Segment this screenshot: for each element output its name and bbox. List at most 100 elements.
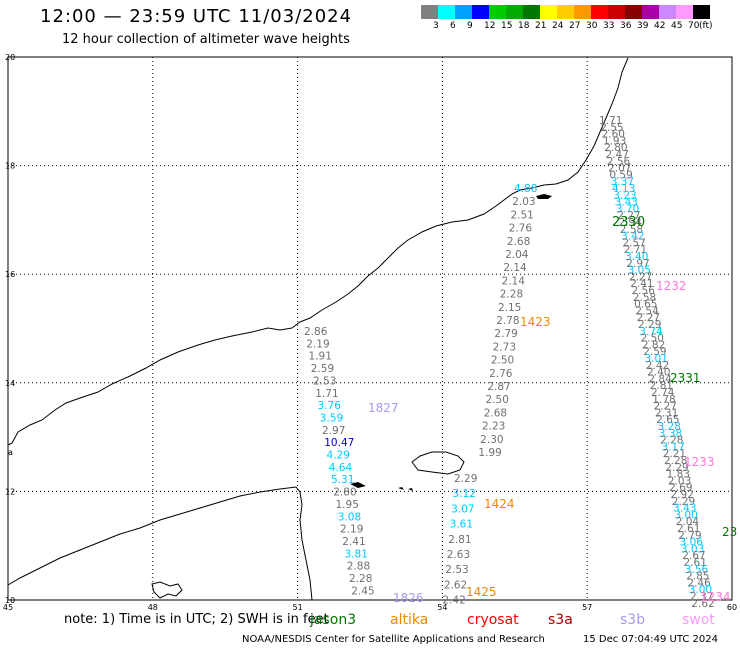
legend-swatch [591,5,608,19]
islet [536,194,552,199]
wave-height-value: 2.74 [651,387,675,399]
wave-height-value: 2.40 [647,367,670,379]
axis-labels: 45 48 51 54 57 60 20 18 16 14 12 10 [3,53,737,612]
wave-height-value: 2.59 [311,363,334,375]
latitude-label: 14 [5,379,15,388]
legend-label: 33 [603,21,615,31]
legend-swatch [523,5,540,19]
wave-height-value: 2.84 [648,373,672,385]
wave-height-value: 3.59 [320,412,343,424]
wave-height-value: 2.82 [642,339,665,351]
wave-height-value: 2.80 [604,142,627,154]
wave-height-value: 2.28 [349,573,372,585]
track-time-label: 1232 [656,279,687,293]
track-time-label: 23 [722,525,737,539]
track-time-label: 1234 [700,590,731,604]
legend-label: 18 [518,21,530,31]
wave-height-value: 2.14 [503,262,527,274]
legend-label: 15 [501,21,513,31]
track-time-labels: 2330 1232 1423 1827 2331 1233 1424 23 1425 1826 12… [368,215,737,605]
satellite-legend-item: jason3 [310,612,357,628]
legend-label: 30 [586,21,598,31]
wave-height-value: 3.07 [451,503,474,515]
wave-height-value: 3.23 [613,190,636,202]
wave-height-value: 2.53 [313,375,336,387]
wave-height-value: 2.78 [496,315,519,327]
wave-height-value: 2.92 [671,489,694,501]
wave-height-value: 1.93 [603,135,626,147]
longitude-label: 45 [3,603,13,612]
satellite-legend-item: s3b [620,612,646,628]
wave-height-value: 2.53 [445,564,468,576]
legend-swatch [557,5,574,19]
wave-height-value: 2.29 [638,319,661,331]
track-time-label: 1827 [368,401,399,415]
credit-line: NOAA/NESDIS Center for Satellite Applica… [242,634,545,645]
satellite-legend-item: altika [390,612,429,628]
wave-height-value: 2.03 [512,196,535,208]
wave-height-value: 2.86 [304,326,328,338]
legend-label: (ft) [699,21,713,31]
wave-height-value: 3.61 [450,519,473,531]
legend-swatch [625,5,642,19]
wave-height-value: 2.37 [690,591,713,603]
wave-height-value: 1.78 [652,394,675,406]
wave-height-value: 2.65 [656,414,679,426]
wave-height-value: 2.28 [664,455,687,467]
wave-height-value: 1.99 [478,447,501,459]
wave-height-value: 2.29 [672,496,695,508]
wave-height-value: 2.50 [491,355,514,367]
legend-swatch [472,5,489,19]
wave-height-value: 3.06 [680,537,704,549]
wave-height-value: 2.80 [333,487,356,499]
wave-height-value: 2.62 [691,598,714,610]
footnote: note: 1) Time is in UTC; 2) SWH is in fe… [64,612,329,627]
map-frame [7,56,733,601]
latitude-label: 12 [5,487,15,496]
wave-height-value: 2.56 [607,156,631,168]
wave-height-value: 1.83 [667,469,690,481]
legend-label: 36 [620,21,632,31]
legend-label: 12 [484,21,496,31]
wave-height-value: 2.67 [682,550,705,562]
longitude-label: 48 [148,603,158,612]
wave-height-value: 2.61 [684,557,707,569]
legend-swatch [574,5,591,19]
wave-height-value: 3.81 [345,548,368,560]
wave-height-value: 2.27 [637,312,660,324]
wave-height-value: 2.79 [494,328,517,340]
wave-height-value: 3.05 [628,265,651,277]
legend-swatch [608,5,625,19]
coastal-detail [151,581,183,599]
wave-height-value: 2.29 [454,473,477,485]
wave-height-value: 2.59 [643,346,666,358]
satellite-legend-item: cryosat [467,612,519,628]
wave-height-value: 2.85 [686,571,709,583]
wave-height-value: 2.27 [617,210,640,222]
map-grid [7,56,733,601]
generated-timestamp: 15 Dec 07:04:49 UTC 2024 [583,634,718,645]
wave-height-value: 2.14 [502,275,526,287]
wave-height-value: 2.76 [489,368,513,380]
wave-height-value: 3.01 [645,353,668,365]
wave-height-value: 2.94 [619,217,643,229]
wave-height-value: 2.50 [486,394,509,406]
island-outline [411,451,465,475]
legend-swatch [642,5,659,19]
wave-height-value: 2.15 [498,302,521,314]
wave-height-value: 2.03 [668,475,691,487]
track-time-label: 1425 [466,585,497,599]
track-time-label: 1423 [520,315,551,329]
longitude-label: 57 [582,603,592,612]
wave-height-value: 2.76 [509,223,533,235]
wave-height-value: 3.03 [681,543,704,555]
legend-swatch [489,5,506,19]
coastline-south [7,486,313,601]
legend-label: 42 [654,21,666,31]
wave-height-value: 0.65 [634,299,657,311]
satellite-legend-item: swot [682,612,715,628]
wave-height-value: 2.19 [306,338,329,350]
wave-height-value: 2.28 [660,435,683,447]
wave-height-value: 2.79 [678,530,701,542]
wave-height-value: 2.50 [641,333,664,345]
